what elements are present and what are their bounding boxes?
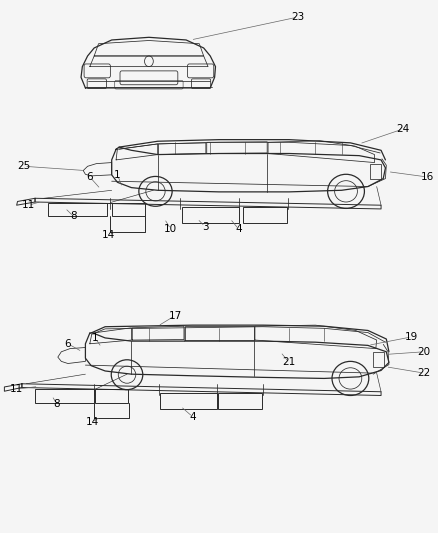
Bar [370, 164, 381, 179]
Text: 21: 21 [283, 358, 296, 367]
Text: 6: 6 [86, 172, 93, 182]
Text: 6: 6 [64, 339, 71, 349]
Bar [95, 389, 128, 403]
Text: 16: 16 [420, 172, 434, 182]
Bar [218, 393, 262, 409]
Text: 20: 20 [417, 347, 431, 357]
Text: 4: 4 [189, 412, 196, 422]
Text: 19: 19 [405, 332, 418, 342]
Text: 3: 3 [201, 222, 208, 231]
Text: 1: 1 [92, 334, 99, 343]
Text: 22: 22 [417, 368, 431, 378]
Text: 17: 17 [169, 311, 182, 320]
Text: 11: 11 [22, 200, 35, 210]
Text: 24: 24 [396, 124, 410, 134]
Text: 11: 11 [10, 384, 23, 394]
Bar [182, 207, 239, 223]
Text: 25: 25 [18, 161, 31, 171]
Text: 4: 4 [235, 224, 242, 234]
Bar [48, 203, 107, 216]
Text: 1: 1 [114, 170, 121, 180]
Bar [112, 203, 145, 216]
Bar [35, 389, 94, 403]
Text: 8: 8 [53, 399, 60, 409]
Bar [160, 393, 217, 409]
Text: 10: 10 [164, 224, 177, 234]
Text: 23: 23 [291, 12, 304, 22]
Text: 8: 8 [70, 212, 77, 221]
Bar [373, 352, 384, 367]
Text: 14: 14 [85, 417, 99, 427]
Bar [243, 207, 287, 223]
Text: 14: 14 [102, 230, 115, 239]
